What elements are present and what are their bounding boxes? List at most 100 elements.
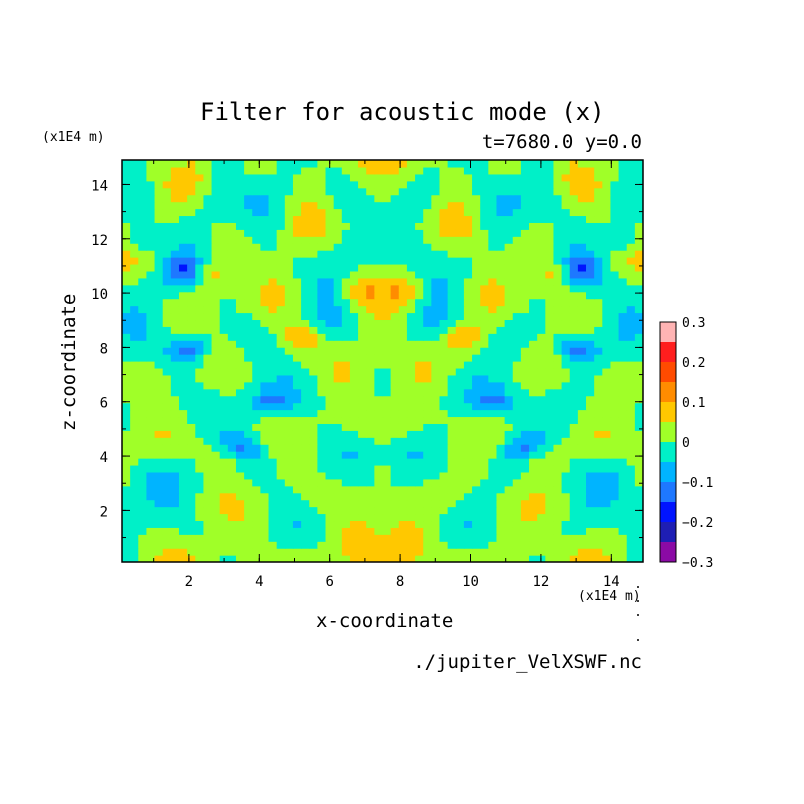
field-cell [455,340,465,348]
field-cell [187,263,196,272]
field-cell [122,354,131,362]
field-cell [472,437,481,445]
field-cell [154,464,164,473]
field-cell [488,291,498,300]
field-cell [520,381,530,390]
field-cell [520,229,530,237]
field-cell [602,333,612,341]
field-cell [309,527,318,535]
field-cell [138,326,148,334]
field-cell [366,291,375,300]
field-cell [561,520,571,528]
field-cell [480,208,489,217]
field-cell [122,520,131,528]
field-cell [187,534,196,542]
field-cell [594,437,603,445]
field-cell [309,250,318,258]
field-cell [187,374,196,383]
field-cell [561,513,571,522]
field-cell [610,277,620,286]
field-cell [170,284,180,293]
field-cell [626,347,636,355]
field-cell [276,402,286,411]
field-cell [162,291,172,300]
field-cell [390,458,400,466]
field-cell [227,506,237,515]
field-cell [553,305,563,314]
field-cell [626,180,636,189]
field-cell [138,340,148,348]
field-cell [529,326,538,334]
field-cell [504,471,514,480]
field-cell [610,555,620,562]
field-cell [260,298,270,307]
field-cell [537,284,546,293]
field-cell [398,354,408,362]
field-cell [358,437,367,445]
field-cell [358,541,367,549]
field-cell [520,333,530,341]
field-cell [252,437,261,445]
field-cell [211,555,221,562]
field-cell [594,485,603,494]
field-cell [488,284,498,293]
field-cell [439,298,449,307]
field-cell [586,166,595,175]
field-cell [146,298,156,307]
field-cell [146,409,156,418]
field-cell [602,430,612,438]
field-cell [252,499,261,508]
field-cell [561,471,571,480]
field-cell [439,513,449,522]
field-cell [227,513,237,522]
field-cell [244,180,253,189]
field-cell [317,215,327,223]
field-cell [480,506,489,515]
field-cell [211,430,221,438]
field-cell [455,451,465,459]
field-cell [529,402,538,411]
field-cell [154,270,164,279]
field-cell [333,395,343,404]
field-cell [195,222,205,230]
field-cell [512,236,522,244]
field-cell [146,243,156,251]
field-cell [618,513,628,522]
field-cell [520,423,530,431]
field-cell [594,464,603,473]
colorbar: 0.30.20.10−0.1−0.2−0.3 [659,316,713,571]
field-cell [423,305,432,314]
field-cell [602,257,612,265]
field-cell [529,236,538,244]
field-cell [268,166,278,175]
field-cell [252,305,261,314]
field-cell [292,215,302,223]
field-cell [520,180,530,189]
field-cell [577,444,587,452]
field-cell [520,291,530,300]
field-cell [284,361,294,369]
field-cell [472,229,481,237]
field-cell [211,534,221,542]
field-cell [235,173,245,182]
field-cell [162,471,172,480]
field-cell [390,520,400,528]
field-cell [610,236,620,244]
field-cell [472,236,481,244]
field-cell [341,263,351,272]
field-cell [195,485,205,494]
field-cell [309,555,318,562]
field-cell [431,173,441,182]
field-cell [586,513,595,522]
field-cell [488,312,498,321]
field-cell [537,326,546,334]
field-cell [512,229,522,237]
field-cell [268,367,278,376]
field-cell [431,257,441,265]
field-cell [439,548,449,556]
field-cell [374,340,384,348]
field-cell [366,312,375,321]
field-cell [382,298,392,307]
field-cell [211,236,221,244]
field-cell [317,180,327,189]
